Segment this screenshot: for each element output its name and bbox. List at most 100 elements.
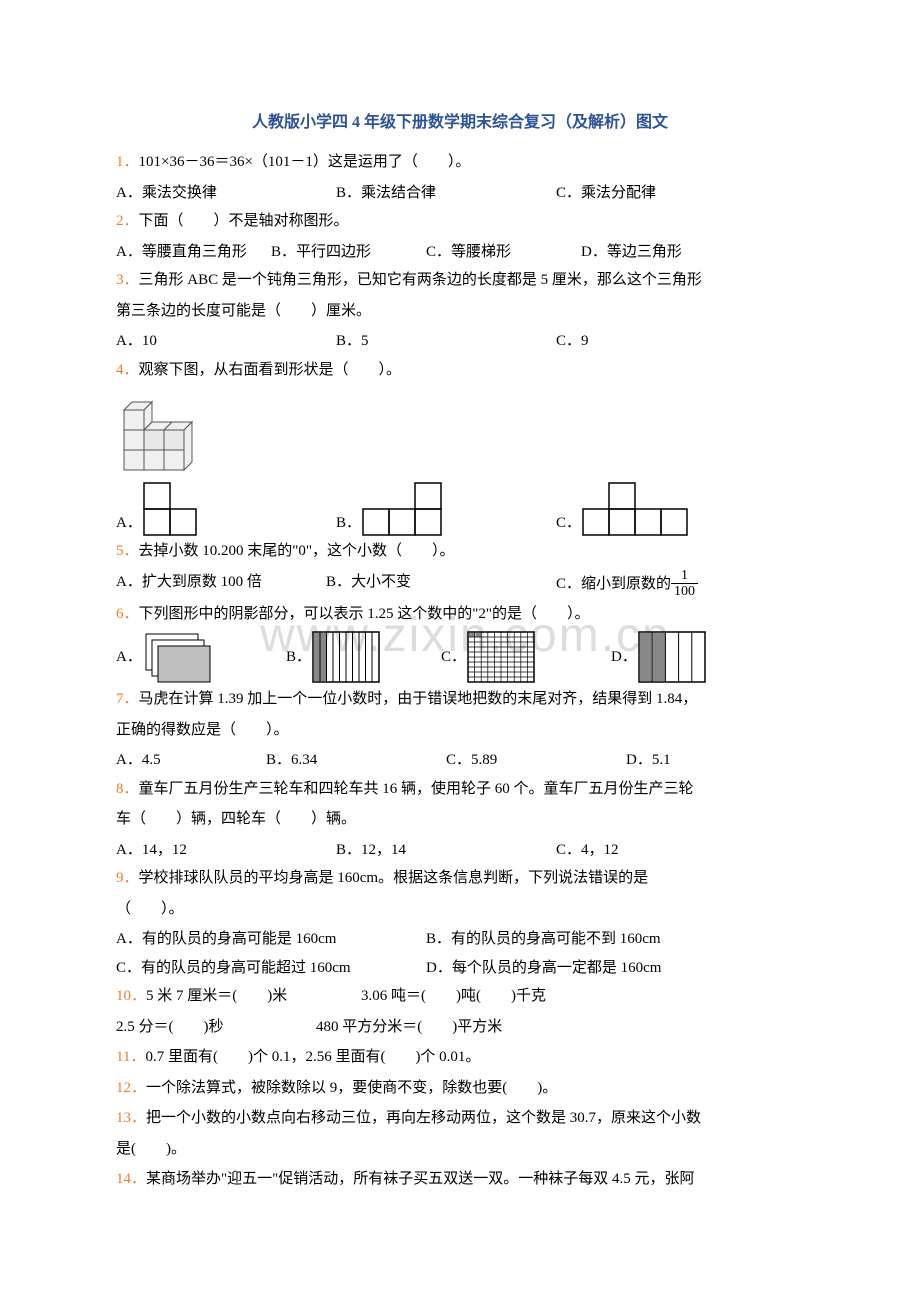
question-10: 10．5 米 7 厘米＝( )米3.06 吨＝( )吨( )千克 bbox=[116, 982, 804, 1011]
q10-1b: 3.06 吨＝( )吨( )千克 bbox=[361, 988, 546, 1004]
question-10-line2: 2.5 分＝( )秒480 平方分米＝( )平方米 bbox=[116, 1013, 804, 1042]
question-3-line2: 第三条边的长度可能是（ ）厘米。 bbox=[116, 297, 804, 326]
q8-opt-a: A．14，12 bbox=[116, 836, 336, 865]
question-9-line2: （ ）。 bbox=[116, 895, 804, 924]
q7-options: A．4.5 B．6.34 C．5.89 D．5.1 bbox=[116, 746, 804, 775]
q9-opt-d: D．每个队员的身高一定都是 160cm bbox=[426, 954, 661, 983]
q7-opt-d: D．5.1 bbox=[626, 746, 671, 775]
opt-label: C． bbox=[556, 509, 581, 538]
question-7: 7．马虎在计算 1.39 加上一个一位小数时，由于错误地把数的末尾对齐，结果得到… bbox=[116, 685, 804, 714]
q6-opt-c: C． bbox=[441, 630, 611, 685]
question-5: 5．去掉小数 10.200 末尾的"0"，这个小数（ ）。 bbox=[116, 537, 804, 566]
q8-opt-c: C．4，12 bbox=[556, 836, 619, 865]
q2-opt-b: B．平行四边形 bbox=[271, 238, 426, 267]
opt-label: D． bbox=[611, 643, 637, 672]
q-num: 11． bbox=[116, 1049, 145, 1065]
q10-2b: 480 平方分米＝( )平方米 bbox=[316, 1019, 502, 1035]
grid-icon bbox=[142, 481, 198, 537]
q4-opt-b: B． bbox=[336, 481, 556, 537]
opt-label: A． bbox=[116, 643, 142, 672]
q9-options-cd: C．有的队员的身高可能超过 160cm D．每个队员的身高一定都是 160cm bbox=[116, 954, 804, 983]
q-num: 1． bbox=[116, 154, 139, 170]
question-12: 12．一个除法算式，被除数除以 9，要使商不变，除数也要( )。 bbox=[116, 1074, 804, 1103]
question-9: 9．学校排球队队员的平均身高是 160cm。根据这条信息判断，下列说法错误的是 bbox=[116, 864, 804, 893]
q-num: 8． bbox=[116, 781, 139, 797]
page-title: 人教版小学四 4 年级下册数学期末综合复习（及解析）图文 bbox=[116, 108, 804, 138]
q-text: 去掉小数 10.200 末尾的"0"，这个小数（ ）。 bbox=[139, 543, 455, 559]
q6-opt-d: D． bbox=[611, 630, 709, 685]
q-num: 13． bbox=[116, 1110, 146, 1126]
q-text: 马虎在计算 1.39 加上一个一位小数时，由于错误地把数的末尾对齐，结果得到 1… bbox=[139, 691, 698, 707]
q-num: 5． bbox=[116, 543, 139, 559]
q6-options: A． B． bbox=[116, 630, 804, 685]
q3-options: A．10 B．5 C．9 bbox=[116, 327, 804, 356]
question-1: 1．101×36－36＝36×（101－1）这是运用了（ ）。 bbox=[116, 148, 804, 177]
q-text: 下列图形中的阴影部分，可以表示 1.25 这个数中的"2"的是（ ）。 bbox=[139, 606, 590, 622]
q8-opt-b: B．12，14 bbox=[336, 836, 556, 865]
q-text: 一个除法算式，被除数除以 9，要使商不变，除数也要( )。 bbox=[146, 1080, 557, 1096]
q2-opt-c: C．等腰梯形 bbox=[426, 238, 581, 267]
question-4: 4．观察下图，从右面看到形状是（ ）。 bbox=[116, 356, 804, 385]
q7-opt-b: B．6.34 bbox=[266, 746, 446, 775]
q5-opt-a: A．扩大到原数 100 倍 bbox=[116, 568, 326, 600]
q8-options: A．14，12 B．12，14 C．4，12 bbox=[116, 836, 804, 865]
q1-opt-c: C．乘法分配律 bbox=[556, 179, 776, 208]
grid-icon bbox=[581, 481, 689, 537]
q-num: 7． bbox=[116, 691, 139, 707]
question-8-line2: 车（ ）辆，四轮车（ ）辆。 bbox=[116, 805, 804, 834]
q4-opt-a: A． bbox=[116, 481, 336, 537]
q2-opt-a: A．等腰直角三角形 bbox=[116, 238, 271, 267]
q4-opt-c: C． bbox=[556, 481, 776, 537]
q6-opt-b: B． bbox=[286, 630, 441, 685]
fraction: 1 100 bbox=[671, 568, 698, 600]
q-num: 9． bbox=[116, 870, 139, 886]
grid-shaded-icon bbox=[466, 630, 538, 685]
q-text: 学校排球队队员的平均身高是 160cm。根据这条信息判断，下列说法错误的是 bbox=[139, 870, 649, 886]
q-text: 把一个小数的小数点向右移动三位，再向左移动两位，这个数是 30.7，原来这个小数 bbox=[146, 1110, 701, 1126]
question-11: 11．0.7 里面有( )个 0.1，2.56 里面有( )个 0.01。 bbox=[116, 1043, 804, 1072]
q4-options: A． B． C． bbox=[116, 481, 804, 537]
frac-den: 100 bbox=[671, 584, 698, 599]
q-text: 下面（ ）不是轴对称图形。 bbox=[139, 213, 349, 229]
q-num: 4． bbox=[116, 362, 139, 378]
question-2: 2．下面（ ）不是轴对称图形。 bbox=[116, 207, 804, 236]
q9-opt-b: B．有的队员的身高可能不到 160cm bbox=[426, 925, 661, 954]
q3-opt-a: A．10 bbox=[116, 327, 336, 356]
q2-opt-d: D．等边三角形 bbox=[581, 238, 736, 267]
q6-opt-a: A． bbox=[116, 630, 286, 685]
opt-label: C． bbox=[441, 643, 466, 672]
question-13-line2: 是( )。 bbox=[116, 1135, 804, 1164]
q2-options: A．等腰直角三角形 B．平行四边形 C．等腰梯形 D．等边三角形 bbox=[116, 238, 804, 267]
page-content: 人教版小学四 4 年级下册数学期末综合复习（及解析）图文 1．101×36－36… bbox=[116, 108, 804, 1194]
q1-options: A．乘法交换律 B．乘法结合律 C．乘法分配律 bbox=[116, 179, 804, 208]
q-num: 14． bbox=[116, 1171, 146, 1187]
question-3: 3．三角形 ABC 是一个钝角三角形，已知它有两条边的长度都是 5 厘米，那么这… bbox=[116, 266, 804, 295]
opt-c-text: C．缩小到原数的 bbox=[556, 570, 671, 599]
q10-2a: 2.5 分＝( )秒 bbox=[116, 1013, 316, 1042]
opt-label: A． bbox=[116, 509, 142, 538]
q-text: 101×36－36＝36×（101－1）这是运用了（ ）。 bbox=[139, 154, 471, 170]
question-8: 8．童车厂五月份生产三轮车和四轮车共 16 辆，使用轮子 60 个。童车厂五月份… bbox=[116, 775, 804, 804]
q-num: 2． bbox=[116, 213, 139, 229]
q9-opt-a: A．有的队员的身高可能是 160cm bbox=[116, 925, 426, 954]
question-6: 6．下列图形中的阴影部分，可以表示 1.25 这个数中的"2"的是（ ）。 bbox=[116, 600, 804, 629]
frac-num: 1 bbox=[671, 568, 698, 584]
q5-opt-c: C．缩小到原数的 1 100 bbox=[556, 568, 698, 600]
bars-icon bbox=[311, 630, 383, 685]
cube-figure bbox=[116, 390, 804, 475]
opt-label: B． bbox=[336, 509, 361, 538]
question-7-line2: 正确的得数应是（ ）。 bbox=[116, 716, 804, 745]
grid-icon bbox=[361, 481, 443, 537]
q-num: 6． bbox=[116, 606, 139, 622]
q3-opt-c: C．9 bbox=[556, 327, 776, 356]
question-13: 13．把一个小数的小数点向右移动三位，再向左移动两位，这个数是 30.7，原来这… bbox=[116, 1104, 804, 1133]
q7-opt-c: C．5.89 bbox=[446, 746, 626, 775]
q-text: 某商场举办"迎五一"促销活动，所有袜子买五双送一双。一种袜子每双 4.5 元，张… bbox=[146, 1171, 695, 1187]
q-text: 三角形 ABC 是一个钝角三角形，已知它有两条边的长度都是 5 厘米，那么这个三… bbox=[139, 272, 702, 288]
q1-opt-a: A．乘法交换律 bbox=[116, 179, 336, 208]
q9-options-ab: A．有的队员的身高可能是 160cm B．有的队员的身高可能不到 160cm bbox=[116, 925, 804, 954]
q10-1a: 5 米 7 厘米＝( )米 bbox=[146, 982, 361, 1011]
q-text: 0.7 里面有( )个 0.1，2.56 里面有( )个 0.01。 bbox=[145, 1049, 480, 1065]
q-text: 观察下图，从右面看到形状是（ ）。 bbox=[139, 362, 402, 378]
q1-opt-b: B．乘法结合律 bbox=[336, 179, 556, 208]
